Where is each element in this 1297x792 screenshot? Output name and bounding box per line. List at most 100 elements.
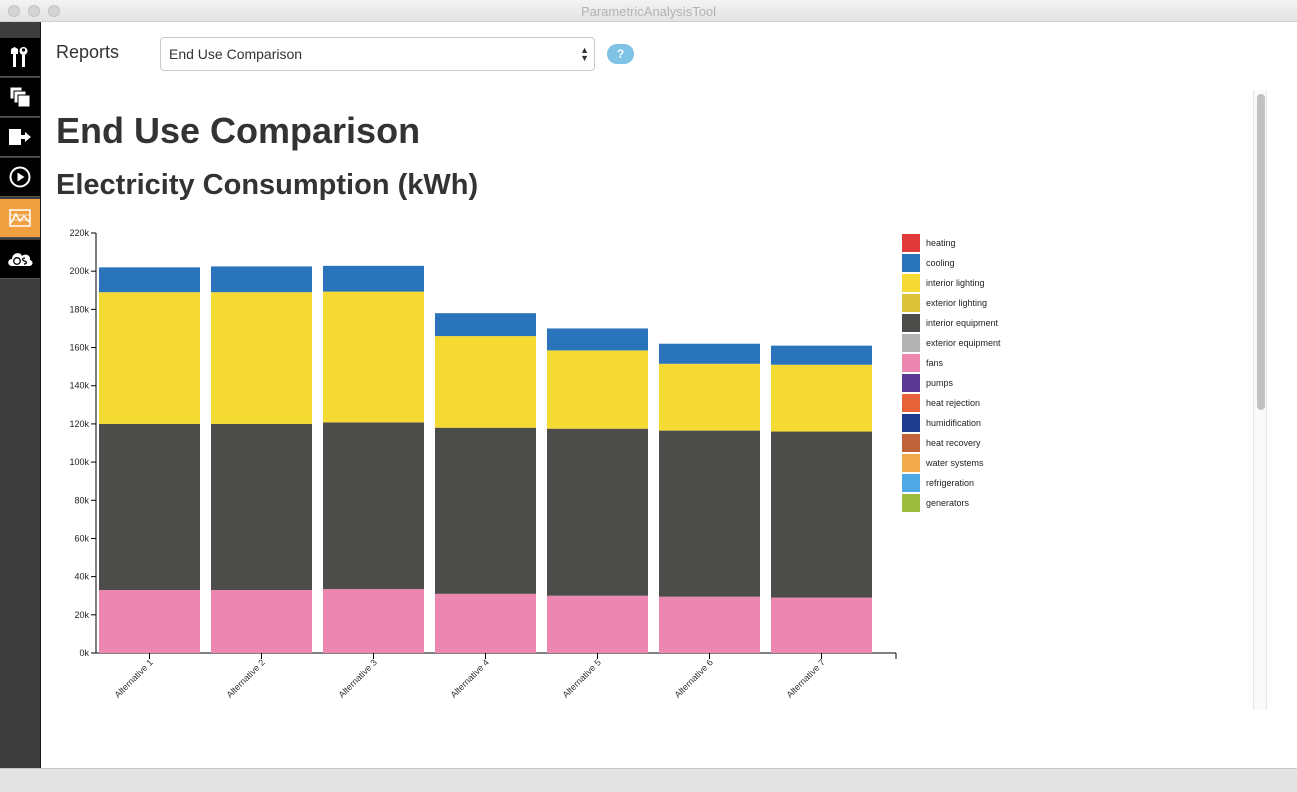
bar-segment	[659, 596, 760, 653]
x-tick-label: Alternative 4	[448, 657, 490, 699]
bar-segment	[771, 364, 872, 432]
bar-segment	[771, 345, 872, 365]
legend-item: refrigeration	[902, 473, 1001, 493]
legend-label: humidification	[926, 418, 982, 428]
bar-segment	[211, 292, 312, 424]
legend-swatch	[902, 414, 920, 432]
bar-segment	[435, 593, 536, 653]
legend-item: heating	[902, 233, 1001, 253]
run-simulation-icon	[9, 166, 31, 188]
sidebar-item-alternatives[interactable]	[0, 78, 40, 117]
bar-segment	[435, 336, 536, 428]
legend-label: water systems	[926, 458, 984, 468]
legend-swatch	[902, 314, 920, 332]
status-bar	[0, 768, 1297, 792]
legend-label: heat recovery	[926, 438, 981, 448]
legend-item: fans	[902, 353, 1001, 373]
x-tick-label: Alternative 5	[560, 657, 602, 699]
legend-swatch	[902, 474, 920, 492]
sidebar	[0, 22, 41, 768]
y-tick-label: 60k	[74, 533, 89, 543]
design-alternatives-icon	[9, 86, 31, 108]
x-tick-label: Alternative 7	[784, 657, 826, 699]
section-title: Electricity Consumption (kWh)	[56, 169, 479, 201]
bar-segment	[547, 328, 648, 351]
legend-label: exterior lighting	[926, 298, 988, 308]
legend-swatch	[902, 274, 920, 292]
bar-segment	[323, 589, 424, 653]
x-tick-label: Alternative 1	[112, 657, 154, 699]
close-window-button[interactable]	[8, 5, 20, 17]
electricity-bar-chart: 0k 20k 40k 60k 80k 100k 120k 140k 160k 180k 200k 22…	[69, 228, 897, 700]
bar-segment	[547, 428, 648, 596]
sidebar-item-run[interactable]	[0, 158, 40, 197]
legend-label: heating	[926, 238, 956, 248]
minimize-window-button[interactable]	[28, 5, 40, 17]
legend-swatch	[902, 334, 920, 352]
bar-segment	[211, 590, 312, 653]
bar-segment	[99, 590, 200, 653]
legend-label: interior equipment	[926, 318, 999, 328]
reports-label: Reports	[56, 42, 120, 62]
bar-segment	[323, 265, 424, 292]
bar-segment	[771, 597, 872, 653]
legend-swatch	[902, 254, 920, 272]
x-tick-label: Alternative 6	[672, 657, 714, 699]
report-title: End Use Comparison	[56, 110, 421, 151]
legend-swatch	[902, 394, 920, 412]
legend-label: pumps	[926, 378, 954, 388]
bar-segment	[547, 595, 648, 653]
reports-icon	[8, 208, 32, 228]
y-tick-label: 100k	[69, 457, 89, 467]
report-scrollbar[interactable]	[1253, 90, 1267, 710]
legend-item: water systems	[902, 453, 1001, 473]
y-tick-label: 40k	[74, 572, 89, 582]
y-tick-label: 160k	[69, 343, 89, 353]
legend-swatch	[902, 234, 920, 252]
output-export-icon	[8, 127, 32, 147]
y-tick-label: 140k	[69, 381, 89, 391]
sidebar-item-reports[interactable]	[0, 199, 40, 238]
legend-label: exterior equipment	[926, 338, 1001, 348]
legend-label: refrigeration	[926, 478, 975, 488]
zoom-window-button[interactable]	[48, 5, 60, 17]
y-tick-label: 220k	[69, 228, 89, 238]
measures-tools-icon	[10, 46, 30, 68]
chart-legend: heating cooling interior lighting exterior …	[902, 233, 1001, 513]
bar-segment	[99, 423, 200, 590]
report-type-select[interactable]: End Use Comparison ▲ ▼	[160, 37, 595, 71]
legend-item: pumps	[902, 373, 1001, 393]
legend-item: exterior equipment	[902, 333, 1001, 353]
help-button[interactable]: ?	[607, 44, 634, 64]
legend-label: generators	[926, 498, 970, 508]
scrollbar-thumb[interactable]	[1257, 94, 1265, 410]
bar-segment	[435, 427, 536, 594]
y-tick-label: 20k	[74, 610, 89, 620]
legend-item: humidification	[902, 413, 1001, 433]
legend-swatch	[902, 454, 920, 472]
bar-segment	[323, 422, 424, 590]
y-tick-label: 180k	[69, 304, 89, 314]
legend-item: interior equipment	[902, 313, 1001, 333]
bar-segment	[659, 430, 760, 597]
legend-label: cooling	[926, 258, 955, 268]
x-tick-label: Alternative 3	[336, 657, 378, 699]
sidebar-item-cloud[interactable]	[0, 240, 40, 279]
bar-segment	[435, 313, 536, 337]
bar-segment	[99, 292, 200, 424]
cloud-server-icon	[6, 248, 34, 270]
legend-swatch	[902, 294, 920, 312]
x-tick-label: Alternative 2	[224, 657, 266, 699]
legend-swatch	[902, 434, 920, 452]
report-select-value: End Use Comparison	[169, 46, 303, 62]
bar-segment	[323, 291, 424, 423]
y-tick-label: 200k	[69, 266, 89, 276]
y-tick-label: 120k	[69, 419, 89, 429]
sidebar-item-output[interactable]	[0, 118, 40, 157]
sidebar-item-measures[interactable]	[0, 38, 40, 77]
bar-segment	[659, 363, 760, 431]
select-updown-icon: ▲ ▼	[580, 45, 589, 63]
legend-label: fans	[926, 358, 944, 368]
legend-item: exterior lighting	[902, 293, 1001, 313]
